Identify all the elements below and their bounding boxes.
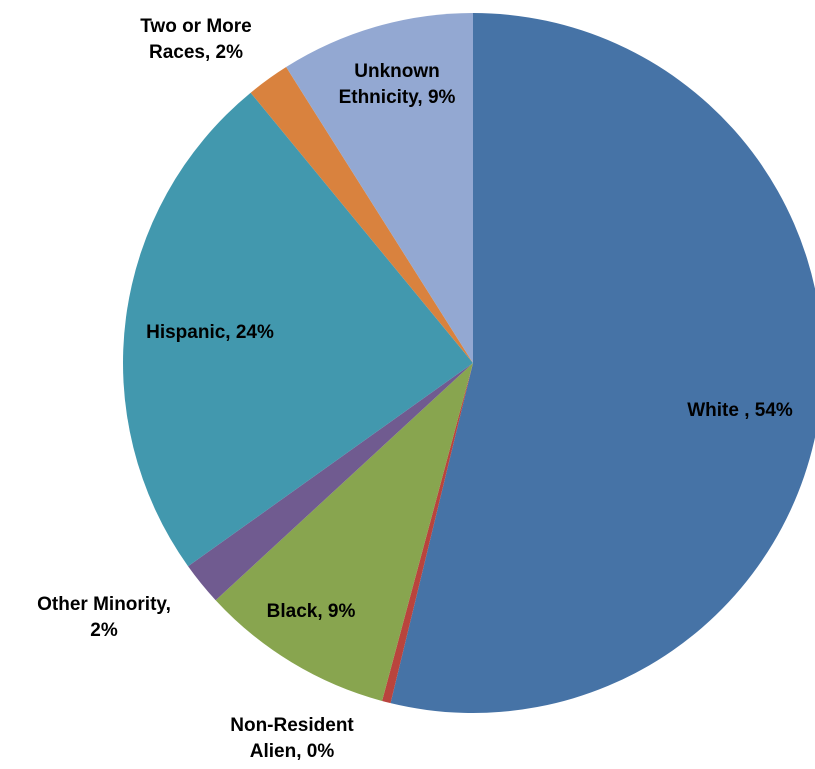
pie-slice-white bbox=[390, 13, 815, 713]
pie-slice-non-resident-alien bbox=[382, 363, 473, 704]
pie-slice-unknown-ethnicity bbox=[286, 13, 473, 363]
slice-label-line: Non-Resident bbox=[230, 715, 354, 736]
slice-label-line: Ethnicity, 9% bbox=[339, 87, 456, 108]
slice-label-line: 2% bbox=[90, 620, 118, 641]
slice-label-two-or-more-races: Two or More Races, 2% bbox=[140, 16, 252, 63]
pie-slice-hispanic bbox=[122, 92, 474, 567]
slice-label-line: Other Minority, bbox=[37, 594, 171, 615]
slice-label-hispanic: Hispanic, 24% bbox=[146, 322, 274, 343]
slice-label-unknown-ethnicity: Unknown Ethnicity, 9% bbox=[339, 61, 456, 108]
slice-labels: White , 54% Non-Resident Alien, 0% Black, 9… bbox=[37, 16, 793, 762]
pie-slices bbox=[122, 13, 815, 713]
slice-label-black: Black, 9% bbox=[267, 601, 356, 622]
slice-label-non-resident-alien: Non-Resident Alien, 0% bbox=[230, 715, 354, 762]
slice-label-other-minority: Other Minority, 2% bbox=[37, 594, 171, 641]
slice-label-line: Black, 9% bbox=[267, 601, 356, 622]
pie-slice-other-minority bbox=[188, 363, 474, 601]
slice-label-white: White , 54% bbox=[687, 400, 793, 421]
slice-label-line: White , 54% bbox=[687, 400, 793, 421]
slice-label-line: Races, 2% bbox=[149, 42, 243, 63]
slice-label-line: Two or More bbox=[140, 16, 252, 37]
slice-label-line: Hispanic, 24% bbox=[146, 322, 274, 343]
slice-label-line: Unknown bbox=[354, 61, 440, 82]
slice-label-line: Alien, 0% bbox=[250, 741, 335, 762]
pie-slice-two-or-more-races bbox=[250, 67, 473, 363]
pie-slice-black bbox=[215, 363, 473, 701]
